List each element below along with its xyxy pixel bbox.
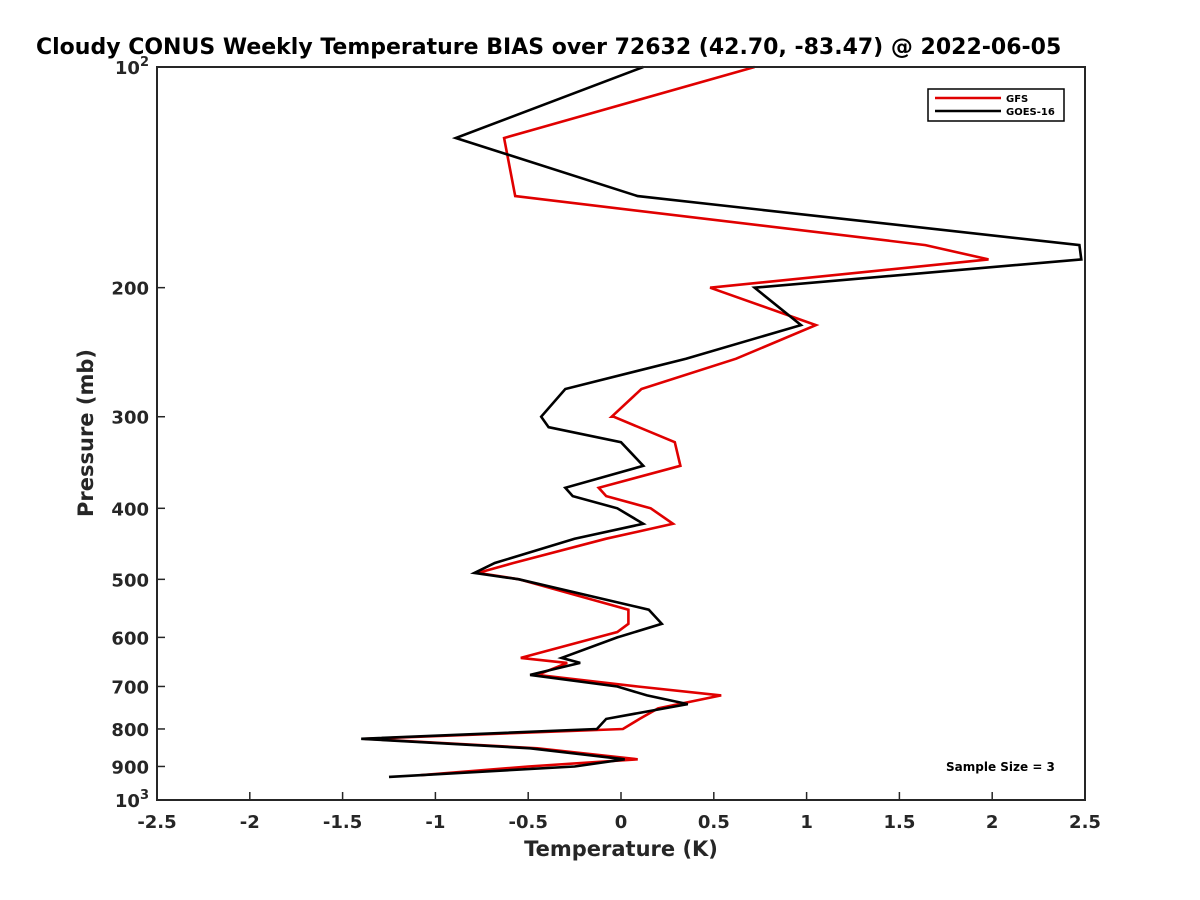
x-tick-label: 1.5 [883, 812, 915, 833]
x-tick-label: 0 [615, 812, 628, 833]
x-tick-label: 2 [986, 812, 999, 833]
series-line-gfs [364, 65, 989, 777]
x-tick-label: -1 [425, 812, 445, 833]
y-tick-label: 800 [111, 720, 149, 741]
legend: GFS GOES-16 [927, 88, 1065, 122]
y-tick-label: 700 [111, 677, 149, 698]
y-tick-label: 500 [111, 570, 149, 591]
x-tick-label: -2 [240, 812, 260, 833]
y-axis-label: Pressure (mb) [74, 349, 98, 517]
y-tick-label: 400 [111, 499, 149, 520]
y-tick-label: 900 [111, 757, 149, 778]
y-tick-label: 300 [111, 408, 149, 429]
y-tick-label: 103 [115, 788, 149, 812]
x-tick-label: 1 [800, 812, 813, 833]
x-axis-label: Temperature (K) [524, 837, 718, 861]
x-tick-label: 2.5 [1069, 812, 1101, 833]
legend-box [927, 88, 1065, 122]
series-line-goes16 [361, 65, 1083, 779]
x-tick-label: -2.5 [137, 812, 176, 833]
legend-label-goes16: GOES-16 [1006, 107, 1055, 118]
x-tick-label: -0.5 [509, 812, 548, 833]
x-tick-label: -1.5 [323, 812, 362, 833]
legend-label-gfs: GFS [1006, 94, 1028, 105]
y-tick-label: 200 [111, 279, 149, 300]
y-axis: 102 200 300 400 500 600 700 800 900 103 [111, 55, 165, 812]
y-tick-label: 600 [111, 628, 149, 649]
x-tick-label: 0.5 [698, 812, 730, 833]
y-tick-label: 102 [115, 55, 149, 79]
sample-size-annotation: Sample Size = 3 [946, 760, 1055, 774]
series-layer [361, 65, 1083, 779]
chart-title: Cloudy CONUS Weekly Temperature BIAS ove… [36, 35, 1061, 60]
x-axis: -2.5 -2 -1.5 -1 -0.5 0 0.5 1 1.5 2 2.5 [137, 792, 1101, 833]
